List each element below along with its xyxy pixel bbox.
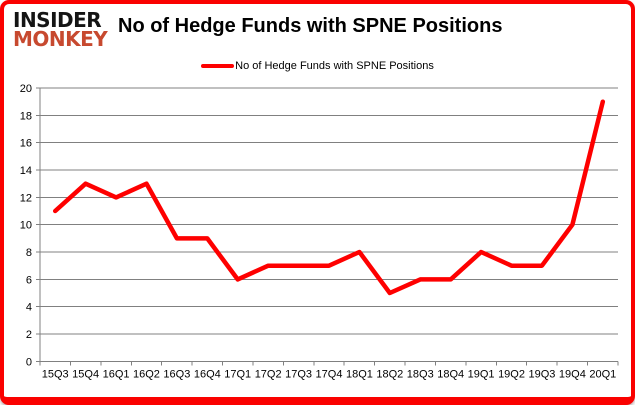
x-tick-label: 18Q2 bbox=[376, 368, 403, 380]
y-tick-label: 16 bbox=[20, 138, 32, 150]
x-tick-label: 19Q2 bbox=[498, 368, 525, 380]
x-tick-label: 20Q1 bbox=[589, 368, 616, 380]
x-tick-label: 16Q3 bbox=[163, 368, 190, 380]
logo-line-monkey: MONKEY bbox=[13, 27, 108, 51]
x-tick-label: 18Q1 bbox=[346, 368, 373, 380]
chart-title: No of Hedge Funds with SPNE Positions bbox=[118, 15, 503, 37]
x-tick-label: 15Q3 bbox=[42, 368, 69, 380]
series-line bbox=[52, 99, 606, 296]
y-tick-label: 2 bbox=[26, 329, 32, 341]
y-tick-label: 0 bbox=[26, 356, 32, 368]
line-chart: 0 2 4 6 8 10 12 14 16 18 20 15Q3 15Q4 16Q1 16Q2 16Q3 16Q… bbox=[20, 83, 619, 380]
x-tick-label: 17Q2 bbox=[255, 368, 282, 380]
y-tick-label: 12 bbox=[20, 192, 32, 204]
y-tick-label: 18 bbox=[20, 110, 32, 122]
x-tick-label: 16Q4 bbox=[194, 368, 221, 380]
x-tick-label: 15Q4 bbox=[72, 368, 99, 380]
y-tick-label: 10 bbox=[20, 220, 32, 232]
axes bbox=[36, 87, 619, 366]
y-tick-label: 4 bbox=[26, 302, 32, 314]
y-tick-label: 8 bbox=[26, 247, 32, 259]
y-tick-label: 20 bbox=[20, 83, 32, 95]
x-tick-label: 19Q4 bbox=[559, 368, 586, 380]
y-axis-labels: 0 2 4 6 8 10 12 14 16 18 20 bbox=[20, 83, 32, 368]
x-tick-label: 18Q3 bbox=[407, 368, 434, 380]
logo-line-insider: INSIDER bbox=[13, 8, 102, 32]
x-tick-label: 18Q4 bbox=[437, 368, 464, 380]
x-axis-labels: 15Q3 15Q4 16Q1 16Q2 16Q3 16Q4 17Q1 17Q2 17Q3 17Q4… bbox=[42, 368, 617, 380]
legend-line-marker bbox=[201, 64, 235, 68]
y-tick-label: 6 bbox=[26, 274, 32, 286]
x-tick-label: 16Q1 bbox=[103, 368, 130, 380]
chart-legend: No of Hedge Funds with SPNE Positions bbox=[4, 60, 631, 72]
x-tick-label: 17Q4 bbox=[316, 368, 343, 380]
x-tick-label: 19Q1 bbox=[468, 368, 495, 380]
x-tick-label: 19Q3 bbox=[528, 368, 555, 380]
x-tick-label: 16Q2 bbox=[133, 368, 160, 380]
y-tick-label: 14 bbox=[20, 165, 32, 177]
legend-label: No of Hedge Funds with SPNE Positions bbox=[235, 60, 434, 72]
insider-monkey-logo: INSIDER MONKEY bbox=[13, 8, 108, 51]
x-tick-label: 17Q1 bbox=[224, 368, 251, 380]
gridlines bbox=[40, 87, 618, 335]
x-tick-label: 17Q3 bbox=[285, 368, 312, 380]
